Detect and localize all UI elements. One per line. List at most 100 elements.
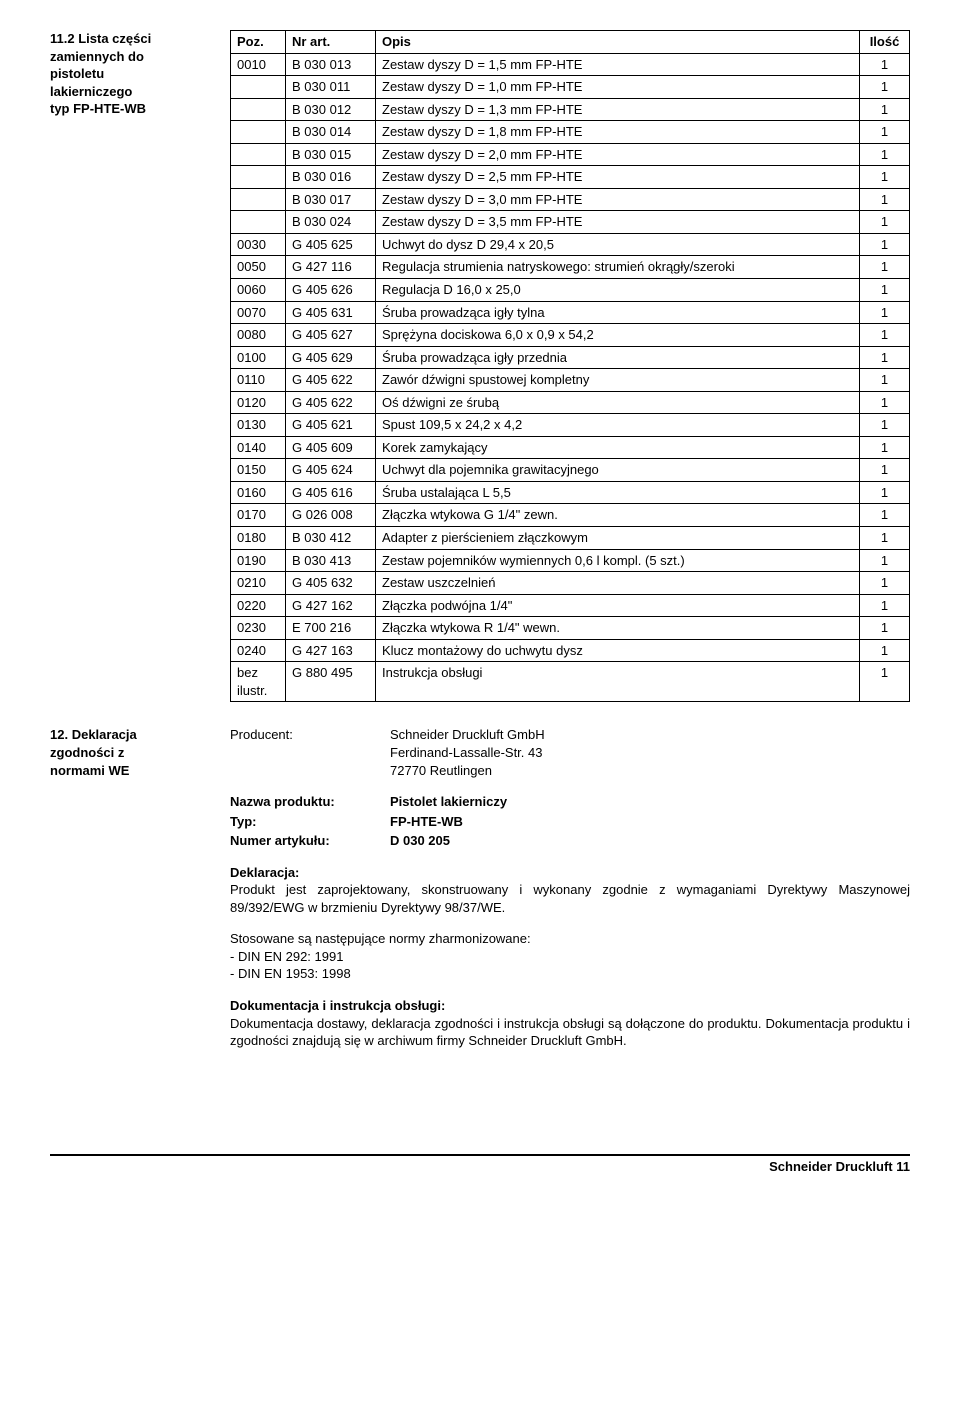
cell-poz: 0220 bbox=[231, 594, 286, 617]
cell-qty: 1 bbox=[860, 414, 910, 437]
cell-poz: 0100 bbox=[231, 346, 286, 369]
cell-opis: Adapter z pierścieniem złączkowym bbox=[376, 527, 860, 550]
table-row: 0110G 405 622Zawór dźwigni spustowej kom… bbox=[231, 369, 910, 392]
producer-lines: Schneider Druckluft GmbHFerdinand-Lassal… bbox=[390, 726, 910, 779]
cell-poz: bez ilustr. bbox=[231, 662, 286, 702]
cell-qty: 1 bbox=[860, 572, 910, 595]
cell-opis: Sprężyna dociskowa 6,0 x 0,9 x 54,2 bbox=[376, 324, 860, 347]
cell-qty: 1 bbox=[860, 459, 910, 482]
cell-poz bbox=[231, 188, 286, 211]
product-block: Nazwa produktu:Pistolet lakierniczyTyp:F… bbox=[230, 793, 910, 850]
cell-opis: Oś dźwigni ze śrubą bbox=[376, 391, 860, 414]
cell-poz: 0050 bbox=[231, 256, 286, 279]
cell-opis: Zestaw pojemników wymiennych 0,6 l kompl… bbox=[376, 549, 860, 572]
norms-block: Stosowane są następujące normy zharmoniz… bbox=[230, 930, 910, 983]
table-row: 0240G 427 163Klucz montażowy do uchwytu … bbox=[231, 639, 910, 662]
table-row: 0050G 427 116Regulacja strumienia natrys… bbox=[231, 256, 910, 279]
parts-list-section: 11.2 Lista częścizamiennych dopistoletul… bbox=[50, 30, 910, 702]
product-key: Numer artykułu: bbox=[230, 832, 390, 850]
cell-opis: Instrukcja obsługi bbox=[376, 662, 860, 702]
producer-label: Producent: bbox=[230, 726, 390, 779]
cell-poz: 0210 bbox=[231, 572, 286, 595]
cell-poz: 0180 bbox=[231, 527, 286, 550]
cell-art: G 427 162 bbox=[286, 594, 376, 617]
page-footer: Schneider Druckluft 11 bbox=[50, 1154, 910, 1176]
cell-poz: 0060 bbox=[231, 279, 286, 302]
table-row: 0220G 427 162Złączka podwójna 1/4"1 bbox=[231, 594, 910, 617]
cell-art: B 030 413 bbox=[286, 549, 376, 572]
cell-poz: 0170 bbox=[231, 504, 286, 527]
cell-poz: 0190 bbox=[231, 549, 286, 572]
cell-opis: Zestaw dyszy D = 2,0 mm FP-HTE bbox=[376, 143, 860, 166]
cell-qty: 1 bbox=[860, 301, 910, 324]
table-row: B 030 014Zestaw dyszy D = 1,8 mm FP-HTE1 bbox=[231, 121, 910, 144]
table-row: 0230E 700 216Złączka wtykowa R 1/4" wewn… bbox=[231, 617, 910, 640]
cell-poz bbox=[231, 76, 286, 99]
cell-qty: 1 bbox=[860, 436, 910, 459]
cell-poz: 0230 bbox=[231, 617, 286, 640]
cell-opis: Złączka wtykowa R 1/4" wewn. bbox=[376, 617, 860, 640]
table-row: 0100G 405 629Śruba prowadząca igły przed… bbox=[231, 346, 910, 369]
product-val: Pistolet lakierniczy bbox=[390, 793, 910, 811]
cell-qty: 1 bbox=[860, 391, 910, 414]
cell-opis: Uchwyt dla pojemnika grawitacyjnego bbox=[376, 459, 860, 482]
cell-opis: Regulacja strumienia natryskowego: strum… bbox=[376, 256, 860, 279]
table-row: 0060G 405 626Regulacja D 16,0 x 25,01 bbox=[231, 279, 910, 302]
cell-qty: 1 bbox=[860, 324, 910, 347]
table-row: 0170G 026 008Złączka wtykowa G 1/4" zewn… bbox=[231, 504, 910, 527]
cell-art: G 405 626 bbox=[286, 279, 376, 302]
cell-art: G 026 008 bbox=[286, 504, 376, 527]
cell-art: G 405 609 bbox=[286, 436, 376, 459]
cell-qty: 1 bbox=[860, 98, 910, 121]
cell-qty: 1 bbox=[860, 662, 910, 702]
section-number: 12. bbox=[50, 727, 68, 742]
cell-opis: Zestaw dyszy D = 1,8 mm FP-HTE bbox=[376, 121, 860, 144]
table-row: 0010B 030 013Zestaw dyszy D = 1,5 mm FP-… bbox=[231, 53, 910, 76]
cell-poz: 0080 bbox=[231, 324, 286, 347]
cell-art: G 405 627 bbox=[286, 324, 376, 347]
cell-qty: 1 bbox=[860, 166, 910, 189]
table-row: B 030 016Zestaw dyszy D = 2,5 mm FP-HTE1 bbox=[231, 166, 910, 189]
table-row: 0210G 405 632Zestaw uszczelnień1 bbox=[231, 572, 910, 595]
cell-qty: 1 bbox=[860, 211, 910, 234]
cell-poz bbox=[231, 211, 286, 234]
section-body: Producent: Schneider Druckluft GmbHFerdi… bbox=[230, 726, 910, 1063]
cell-poz bbox=[231, 121, 286, 144]
cell-opis: Regulacja D 16,0 x 25,0 bbox=[376, 279, 860, 302]
table-row: 0070G 405 631Śruba prowadząca igły tylna… bbox=[231, 301, 910, 324]
cell-poz: 0110 bbox=[231, 369, 286, 392]
cell-art: G 405 616 bbox=[286, 481, 376, 504]
table-row: 0140G 405 609Korek zamykający1 bbox=[231, 436, 910, 459]
cell-art: B 030 016 bbox=[286, 166, 376, 189]
cell-qty: 1 bbox=[860, 481, 910, 504]
cell-art: G 427 163 bbox=[286, 639, 376, 662]
table-row: B 030 012Zestaw dyszy D = 1,3 mm FP-HTE1 bbox=[231, 98, 910, 121]
cell-qty: 1 bbox=[860, 549, 910, 572]
cell-art: B 030 017 bbox=[286, 188, 376, 211]
cell-poz bbox=[231, 98, 286, 121]
cell-qty: 1 bbox=[860, 617, 910, 640]
cell-poz: 0160 bbox=[231, 481, 286, 504]
cell-art: B 030 015 bbox=[286, 143, 376, 166]
cell-art: G 405 622 bbox=[286, 391, 376, 414]
cell-art: G 405 621 bbox=[286, 414, 376, 437]
norms-head: Stosowane są następujące normy zharmoniz… bbox=[230, 930, 910, 948]
cell-qty: 1 bbox=[860, 233, 910, 256]
cell-opis: Śruba prowadząca igły tylna bbox=[376, 301, 860, 324]
cell-poz: 0140 bbox=[231, 436, 286, 459]
cell-art: E 700 216 bbox=[286, 617, 376, 640]
cell-poz: 0150 bbox=[231, 459, 286, 482]
cell-art: B 030 014 bbox=[286, 121, 376, 144]
cell-opis: Korek zamykający bbox=[376, 436, 860, 459]
table-row: 0030G 405 625Uchwyt do dysz D 29,4 x 20,… bbox=[231, 233, 910, 256]
cell-opis: Klucz montażowy do uchwytu dysz bbox=[376, 639, 860, 662]
cell-opis: Złączka podwójna 1/4" bbox=[376, 594, 860, 617]
doc-body: Dokumentacja dostawy, deklaracja zgodnoś… bbox=[230, 1015, 910, 1050]
cell-qty: 1 bbox=[860, 279, 910, 302]
col-qty: Ilość bbox=[860, 31, 910, 54]
table-row: B 030 015Zestaw dyszy D = 2,0 mm FP-HTE1 bbox=[231, 143, 910, 166]
cell-opis: Uchwyt do dysz D 29,4 x 20,5 bbox=[376, 233, 860, 256]
cell-qty: 1 bbox=[860, 639, 910, 662]
table-row: 0080G 405 627Sprężyna dociskowa 6,0 x 0,… bbox=[231, 324, 910, 347]
table-row: bez ilustr.G 880 495Instrukcja obsługi1 bbox=[231, 662, 910, 702]
